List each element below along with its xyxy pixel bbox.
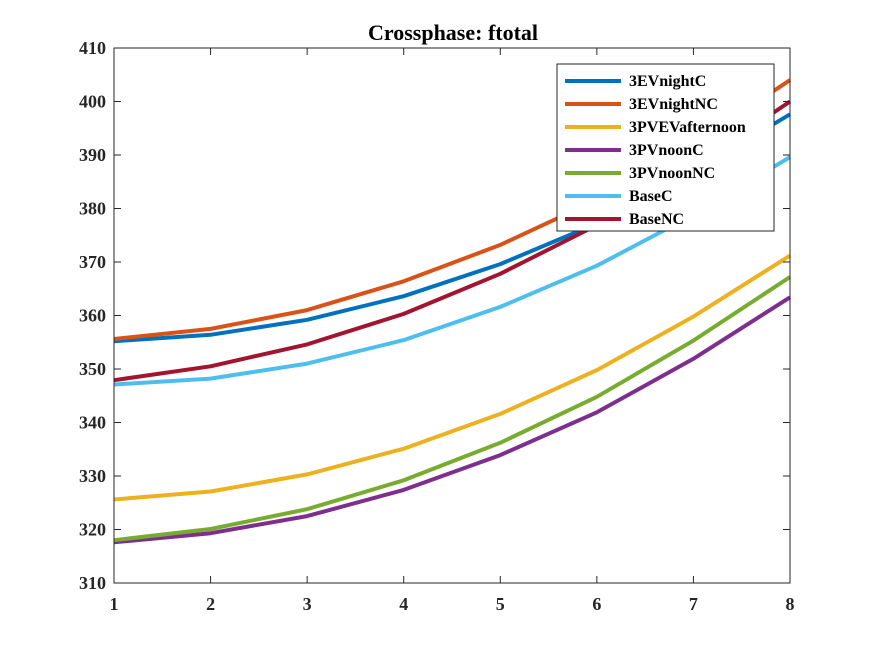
legend: 3EVnightC 3EVnightNC 3PVEVafternoon 3PVnoon… <box>556 63 775 232</box>
chart-title: Crossphase: ftotal <box>368 20 538 45</box>
x-tick-label: 4 <box>399 594 408 614</box>
y-tick-label: 390 <box>79 145 106 165</box>
y-tick-label: 410 <box>79 38 106 58</box>
y-tick-label: 370 <box>79 252 106 272</box>
x-tick-label: 5 <box>496 594 505 614</box>
series-lines <box>113 78 792 545</box>
x-tick-label: 7 <box>689 594 698 614</box>
series-line-3PVnoonNC <box>113 275 792 543</box>
legend-label: BaseNC <box>629 211 684 228</box>
y-tick-label: 380 <box>79 199 106 219</box>
y-tick-label: 400 <box>79 92 106 112</box>
y-tick-label: 310 <box>79 573 106 593</box>
legend-label: 3EVnightC <box>629 73 706 90</box>
y-tick-label: 320 <box>79 520 106 540</box>
legend-label: 3PVEVafternoon <box>629 119 746 136</box>
x-tick-label: 8 <box>786 594 795 614</box>
series-line-3PVnoonC <box>113 295 792 545</box>
axes: 310 320 330 340 350 360 370 380 390 400 410 1 2 3 4 5 6 7… <box>79 38 795 614</box>
legend-label: 3EVnightNC <box>629 96 718 113</box>
legend-label: BaseC <box>629 188 673 205</box>
y-tick-label: 360 <box>79 306 106 326</box>
x-tick-label: 3 <box>303 594 312 614</box>
y-tick-label: 350 <box>79 359 106 379</box>
legend-label: 3PVnoonC <box>629 142 704 159</box>
x-tick-label: 1 <box>110 594 119 614</box>
y-tick-label: 330 <box>79 466 106 486</box>
x-tick-label: 6 <box>592 594 601 614</box>
x-tick-label: 2 <box>206 594 215 614</box>
legend-label: 3PVnoonNC <box>629 165 715 182</box>
series-line-3PVEVafternoon <box>113 253 792 502</box>
y-tick-label: 340 <box>79 413 106 433</box>
legend-box <box>556 63 775 232</box>
